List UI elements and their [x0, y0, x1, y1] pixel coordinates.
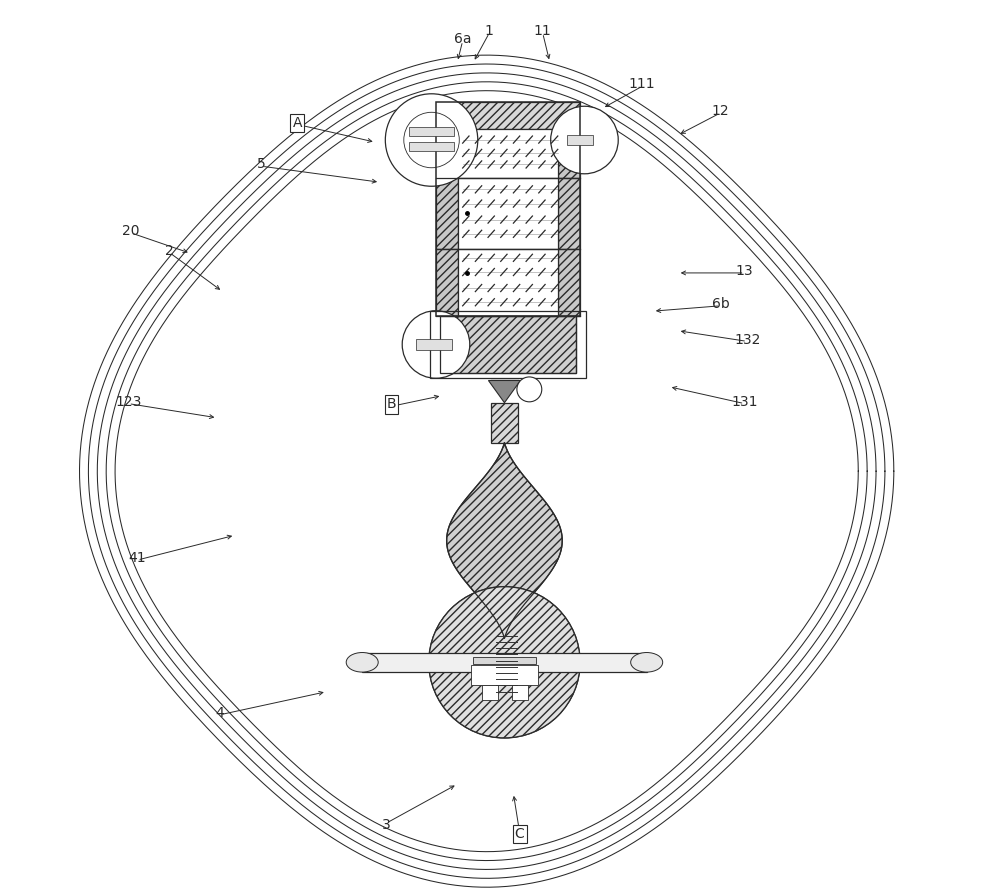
Circle shape — [551, 106, 618, 174]
Text: 2: 2 — [165, 244, 174, 258]
Text: 5: 5 — [257, 157, 266, 172]
Text: 1: 1 — [485, 24, 494, 38]
Text: 111: 111 — [629, 77, 656, 92]
Bar — [458, 129, 558, 178]
Bar — [416, 339, 452, 349]
Polygon shape — [447, 443, 562, 638]
Bar — [512, 685, 528, 700]
Circle shape — [429, 587, 580, 738]
Bar — [471, 665, 538, 685]
Text: 20: 20 — [122, 224, 140, 238]
Circle shape — [517, 377, 542, 402]
Ellipse shape — [631, 653, 663, 672]
Text: B: B — [387, 397, 396, 412]
Bar — [458, 249, 558, 316]
Text: A: A — [293, 116, 302, 130]
Bar — [436, 102, 580, 129]
Text: 131: 131 — [731, 395, 758, 409]
Circle shape — [385, 93, 478, 186]
Text: 13: 13 — [736, 264, 753, 278]
Bar — [436, 178, 458, 249]
Bar — [473, 657, 536, 664]
Polygon shape — [447, 443, 562, 638]
Text: 6b: 6b — [712, 297, 729, 311]
Bar — [491, 403, 518, 443]
Bar — [482, 685, 498, 700]
Circle shape — [429, 587, 580, 738]
Circle shape — [402, 310, 470, 378]
Text: 3: 3 — [382, 818, 391, 832]
Text: 4: 4 — [216, 706, 224, 720]
Bar — [430, 311, 586, 378]
Bar — [458, 178, 558, 249]
Bar — [567, 134, 593, 145]
Bar — [436, 129, 458, 178]
Polygon shape — [488, 380, 520, 403]
Text: 132: 132 — [734, 332, 760, 347]
Bar — [436, 249, 458, 316]
Text: 6a: 6a — [454, 32, 471, 46]
Bar — [440, 316, 576, 373]
Bar — [473, 666, 536, 673]
Bar — [409, 126, 454, 135]
Bar — [409, 141, 454, 150]
Text: 11: 11 — [534, 24, 552, 38]
Bar — [436, 102, 580, 316]
Bar — [558, 178, 580, 249]
Text: 12: 12 — [712, 104, 729, 118]
Text: 123: 123 — [115, 395, 142, 409]
Ellipse shape — [346, 653, 378, 672]
Text: C: C — [515, 827, 524, 841]
Bar — [362, 653, 647, 672]
Text: 41: 41 — [128, 551, 146, 565]
Circle shape — [404, 112, 459, 168]
Bar — [440, 316, 576, 373]
Bar — [558, 129, 580, 178]
Bar — [558, 249, 580, 316]
